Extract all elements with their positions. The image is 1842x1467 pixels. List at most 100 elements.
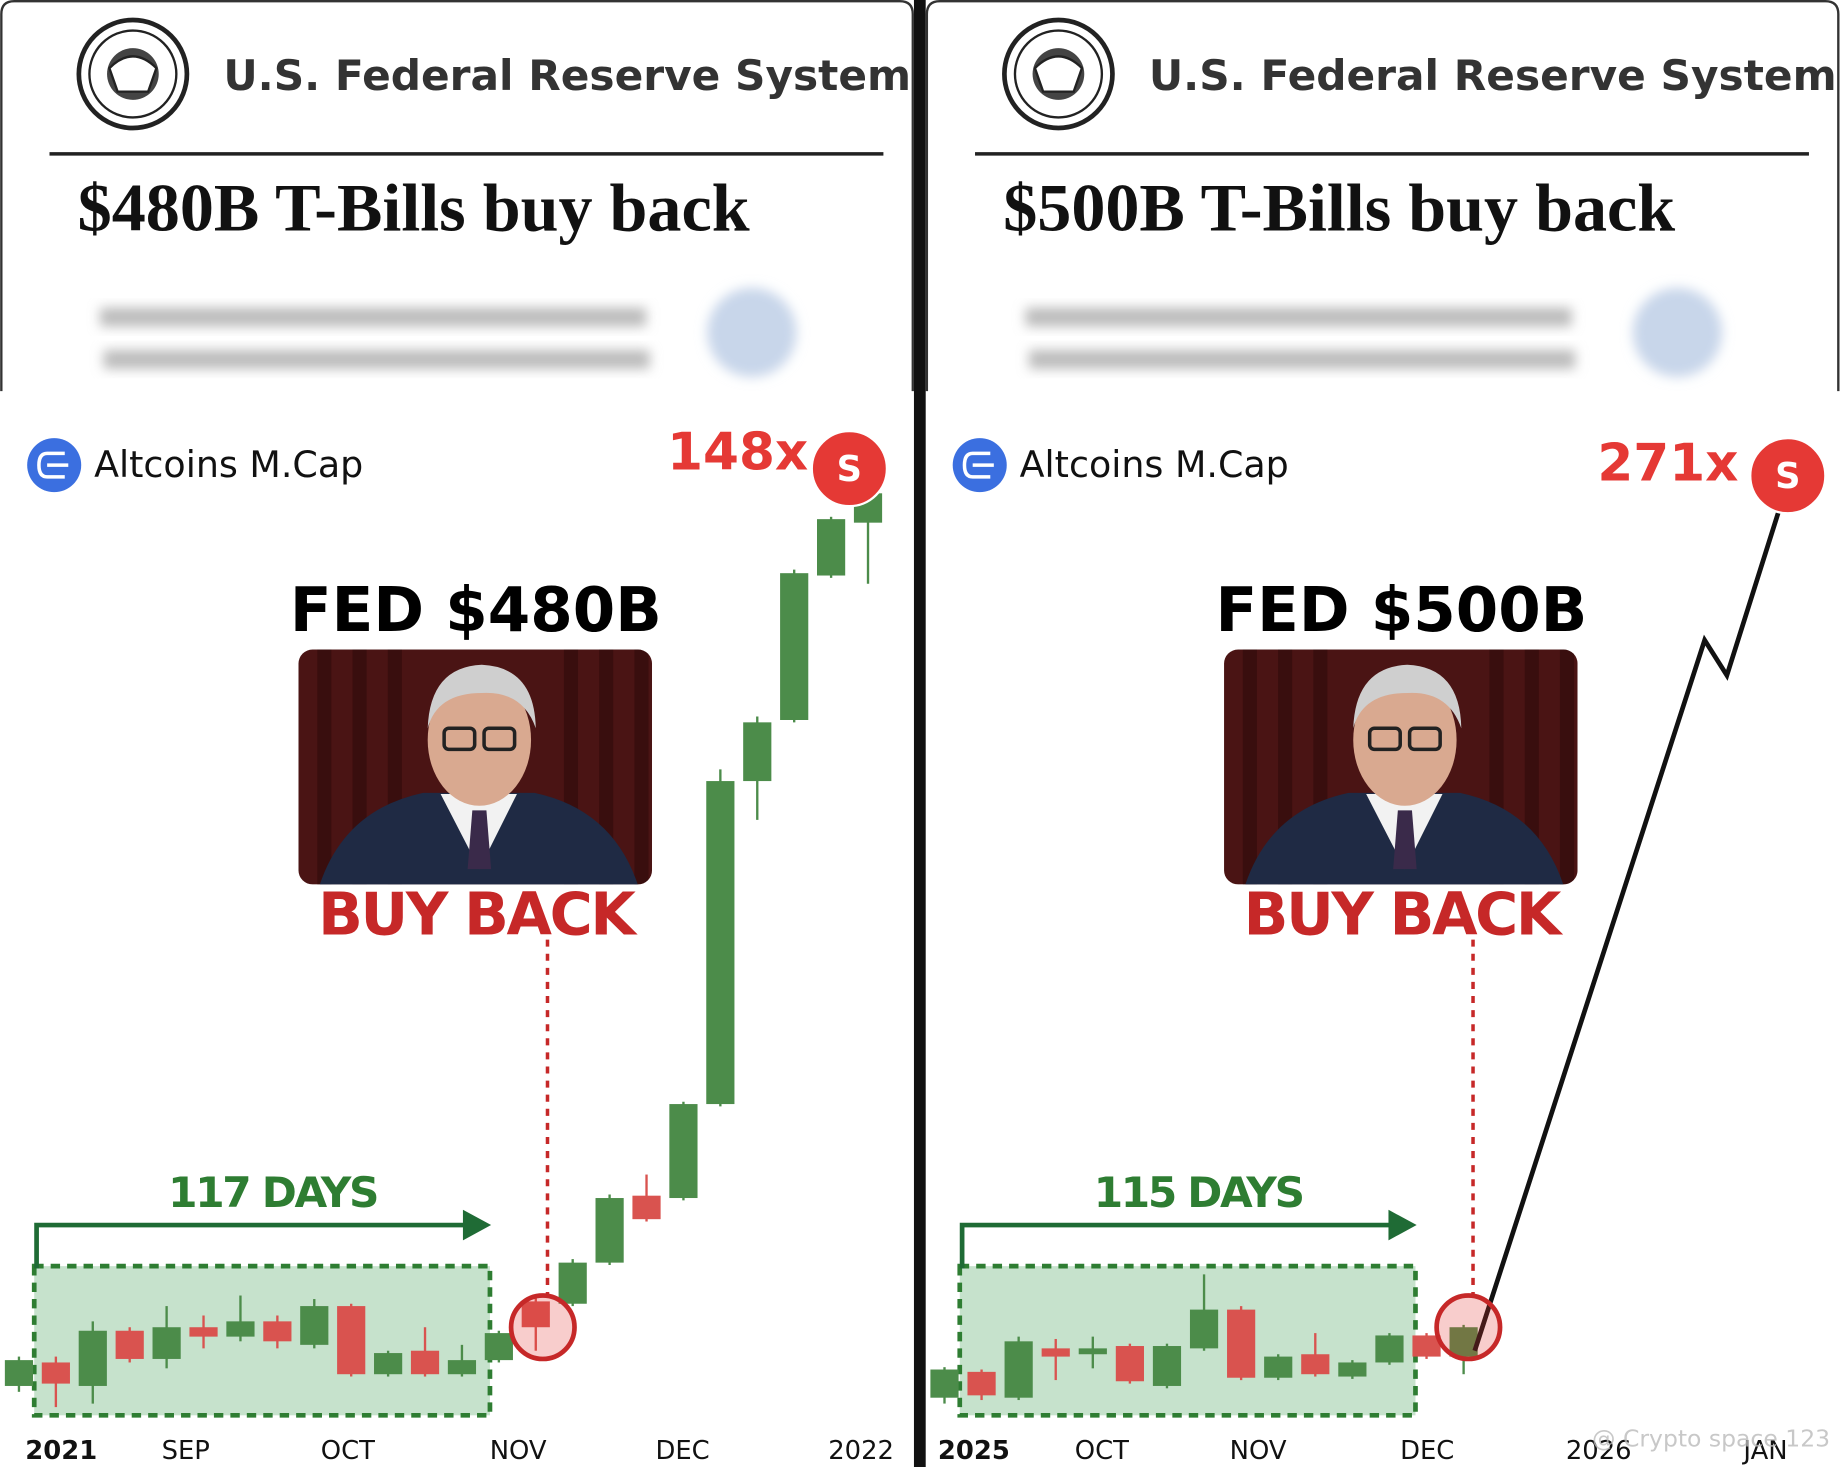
candle-body — [967, 1371, 996, 1396]
candle-body — [595, 1198, 624, 1263]
face — [427, 674, 532, 806]
days-arrow — [34, 1222, 468, 1269]
photo — [1224, 649, 1578, 885]
fed-label: FED $500B — [1215, 575, 1587, 646]
candle-body — [521, 1301, 550, 1328]
chart-icon-glyph — [37, 451, 69, 479]
curtain-fold — [317, 649, 332, 885]
candle-body — [152, 1327, 181, 1359]
candle-body — [930, 1369, 959, 1398]
fed-label: FED $480B — [290, 575, 662, 646]
face — [1353, 674, 1457, 806]
candle-body — [669, 1104, 698, 1199]
candle-body — [1375, 1335, 1404, 1363]
multiplier: 271x — [1597, 433, 1738, 493]
x-label: 2026 — [1566, 1436, 1632, 1466]
curtain-fold — [599, 649, 614, 885]
blurred-text — [99, 307, 647, 327]
x-label: 2021 — [25, 1436, 97, 1466]
blurred-text — [1025, 307, 1572, 327]
candle-body — [263, 1321, 292, 1342]
badge-letter: S — [837, 449, 862, 490]
days-range — [31, 1263, 493, 1418]
header-card — [925, 0, 1840, 392]
seal — [1013, 29, 1104, 119]
badge — [1749, 436, 1827, 515]
candle-body — [78, 1330, 107, 1386]
candle-body — [780, 573, 809, 720]
x-label: JAN — [1741, 1436, 1787, 1466]
curtain-fold — [634, 649, 649, 885]
divider — [913, 0, 926, 1467]
blurred-text — [1029, 350, 1576, 369]
curtain-fold — [1242, 649, 1257, 885]
x-label: SEP — [162, 1436, 210, 1466]
days-arrow-head — [1388, 1209, 1417, 1241]
x-label: 2022 — [828, 1436, 894, 1466]
days-arrow-head — [462, 1209, 492, 1241]
x-label: DEC — [1400, 1436, 1454, 1466]
candle-body — [1301, 1354, 1330, 1375]
buyback-circle — [1434, 1293, 1503, 1362]
candle-body — [374, 1353, 403, 1375]
tie — [1393, 810, 1417, 870]
candle-body — [558, 1262, 587, 1304]
blurred-logo — [707, 287, 797, 378]
x-label: OCT — [1075, 1436, 1129, 1466]
glasses — [482, 726, 517, 752]
chart-icon-glyph — [962, 451, 994, 479]
photo — [298, 649, 653, 885]
candle-body — [447, 1360, 477, 1375]
blurred-text — [103, 350, 650, 369]
x-label: OCT — [321, 1436, 375, 1466]
glasses — [1407, 726, 1442, 752]
days-label: 115 DAYS — [1094, 1168, 1303, 1217]
candle-body — [1449, 1327, 1478, 1357]
candle-body — [4, 1360, 34, 1386]
projection-line — [1472, 474, 1793, 1352]
days-label: 117 DAYS — [168, 1168, 377, 1217]
watermark: @ Crypto space 123 — [1592, 1424, 1830, 1452]
x-label: 2025 — [938, 1436, 1010, 1466]
badge-letter: S — [1775, 456, 1800, 497]
candle-body — [337, 1306, 366, 1375]
x-label: NOV — [1230, 1436, 1287, 1466]
chart-title: Altcoins M.Cap — [1020, 443, 1289, 486]
candle-body — [1152, 1346, 1182, 1386]
glasses — [1367, 726, 1402, 752]
header-title: U.S. Federal Reserve System — [223, 51, 911, 100]
candle-body — [1227, 1309, 1256, 1378]
headline: $500B T-Bills buy back — [1003, 170, 1675, 246]
candle-body — [189, 1327, 218, 1337]
candle-body — [706, 781, 735, 1105]
blurred-logo — [1632, 287, 1723, 378]
candle-body — [1338, 1362, 1367, 1377]
candle-body — [1412, 1335, 1441, 1357]
candle-body — [1189, 1309, 1219, 1349]
curtain-fold — [1559, 649, 1575, 885]
header-title: U.S. Federal Reserve System — [1149, 51, 1837, 100]
candle-body — [115, 1330, 144, 1359]
candle-body — [410, 1350, 440, 1375]
buy-label: BUY BACK — [1244, 880, 1564, 949]
buy-label: BUY BACK — [318, 880, 638, 949]
candle-body — [226, 1321, 255, 1337]
candle-body — [1004, 1341, 1033, 1398]
seal-eagle — [1033, 55, 1084, 93]
panel: U.S. Federal Reserve System $500B T-Bills… — [925, 0, 1840, 1466]
header-card — [0, 0, 914, 392]
days-arrow — [959, 1222, 1394, 1269]
badge — [810, 429, 889, 508]
candle-body — [484, 1333, 513, 1361]
candle-body — [1078, 1348, 1107, 1355]
candle-body — [300, 1306, 329, 1345]
chart-title: Altcoins M.Cap — [94, 443, 363, 486]
candle-body — [1041, 1348, 1070, 1357]
candle-body — [41, 1362, 70, 1384]
buyback-circle — [508, 1293, 577, 1362]
candle-body — [1115, 1346, 1144, 1382]
headline: $480B T-Bills buy back — [78, 170, 750, 246]
multiplier: 148x — [667, 423, 808, 483]
